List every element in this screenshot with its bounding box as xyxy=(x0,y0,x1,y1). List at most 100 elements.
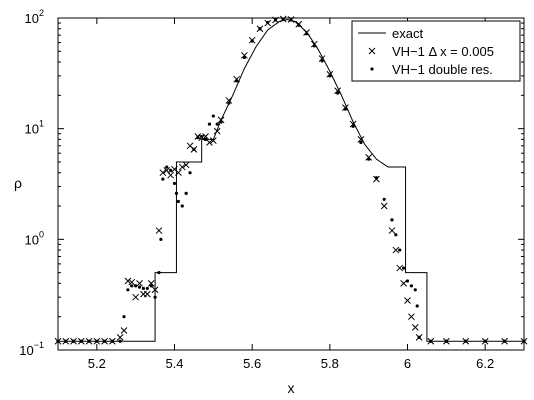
cross-marker xyxy=(182,161,190,169)
cross-marker xyxy=(365,154,373,161)
dot-marker xyxy=(211,114,215,118)
dot-marker xyxy=(169,168,173,172)
dot-marker xyxy=(215,122,219,126)
dot-marker xyxy=(192,147,196,151)
y-tick-label: 101 xyxy=(25,119,44,137)
y-tick-label: 10−1 xyxy=(19,340,44,358)
dot-marker xyxy=(359,140,363,145)
dot-marker xyxy=(405,279,410,283)
dot-marker xyxy=(174,191,179,196)
x-tick-label: 6 xyxy=(404,356,411,371)
dot-marker xyxy=(95,339,99,343)
dot-marker xyxy=(374,176,379,180)
dot-marker xyxy=(417,335,421,339)
dot-marker xyxy=(64,339,68,343)
cross-marker xyxy=(175,169,182,177)
dot-marker xyxy=(343,107,347,111)
legend-box xyxy=(351,20,521,82)
dot-marker xyxy=(328,74,332,78)
dot-marker xyxy=(149,284,153,288)
cross-marker xyxy=(225,97,233,104)
dot-marker xyxy=(258,27,262,31)
x-tick-label: 5.6 xyxy=(243,356,261,371)
dot-marker xyxy=(103,339,107,343)
dot-marker xyxy=(304,32,309,36)
cross-marker xyxy=(151,286,159,294)
legend: exact VH−1 Δ x = 0.005 VH−1 double res. xyxy=(351,20,521,82)
series-0 xyxy=(58,18,524,342)
dot-marker xyxy=(351,124,355,128)
dot-marker xyxy=(382,197,386,201)
dot-marker xyxy=(402,266,406,270)
cross-marker xyxy=(120,327,128,334)
dot-marker xyxy=(165,165,169,169)
y-tick-base: 10 xyxy=(19,343,33,358)
dot-marker xyxy=(196,136,200,140)
cross-marker xyxy=(400,280,407,287)
dot-marker xyxy=(122,315,126,319)
dot-marker xyxy=(200,134,204,139)
dot-marker xyxy=(289,18,293,22)
cross-marker xyxy=(217,116,225,124)
cross-marker xyxy=(334,87,341,95)
y-tick-exponent: 1 xyxy=(39,119,44,129)
dot-marker xyxy=(56,339,60,343)
cross-marker xyxy=(213,127,221,135)
cross-marker xyxy=(143,290,151,298)
dot-marker xyxy=(502,339,507,343)
series-2 xyxy=(56,17,526,343)
cross-marker xyxy=(380,202,388,210)
dot-marker xyxy=(522,339,526,343)
dot-marker xyxy=(203,137,208,141)
cross-marker xyxy=(357,136,365,143)
dot-marker xyxy=(367,157,371,161)
cross-marker xyxy=(233,75,240,83)
cross-marker xyxy=(388,227,396,234)
dot-marker xyxy=(415,304,419,308)
y-tick-base: 10 xyxy=(25,11,39,26)
legend-entry-label: exact xyxy=(392,26,423,41)
dot-marker xyxy=(394,233,398,237)
dot-marker xyxy=(312,44,316,48)
cross-marker xyxy=(124,277,132,285)
dot-marker xyxy=(145,286,149,291)
dot-marker xyxy=(320,59,324,63)
cross-marker xyxy=(241,51,248,59)
cross-marker xyxy=(178,163,186,171)
dot-marker xyxy=(110,339,114,343)
dot-marker xyxy=(87,339,91,343)
dot-marker xyxy=(71,339,76,343)
x-axis-label: x xyxy=(288,380,295,396)
cross-marker xyxy=(396,264,404,272)
dot-marker xyxy=(444,339,448,343)
y-tick-exponent: 0 xyxy=(39,229,44,239)
dot-marker xyxy=(79,339,83,343)
cross-marker xyxy=(404,297,411,304)
dot-marker xyxy=(336,91,340,95)
y-tick-exponent: −1 xyxy=(34,340,44,350)
x-tick-label: 5.4 xyxy=(165,356,183,371)
dot-marker xyxy=(161,177,165,181)
dot-marker xyxy=(188,171,192,175)
dot-marker xyxy=(137,285,142,289)
cross-marker xyxy=(392,246,400,254)
cross-marker xyxy=(116,334,124,341)
cross-marker xyxy=(209,137,217,144)
cross-marker xyxy=(206,139,213,146)
dot-marker xyxy=(398,248,402,252)
y-tick-exponent: 2 xyxy=(39,8,44,18)
y-tick-label: 102 xyxy=(25,8,44,26)
cross-marker xyxy=(136,280,143,287)
y-axis-label: ρ xyxy=(14,175,22,191)
cross-marker xyxy=(147,280,155,287)
y-tick-label: 100 xyxy=(25,229,44,247)
dot-marker xyxy=(157,271,161,275)
dot-marker xyxy=(242,55,246,60)
dot-marker xyxy=(297,23,301,27)
cross-marker xyxy=(318,55,326,62)
series-layer xyxy=(54,15,528,345)
dot-marker xyxy=(409,284,413,288)
legend-cross-swatch xyxy=(368,47,376,55)
y-tick-base: 10 xyxy=(25,232,39,247)
